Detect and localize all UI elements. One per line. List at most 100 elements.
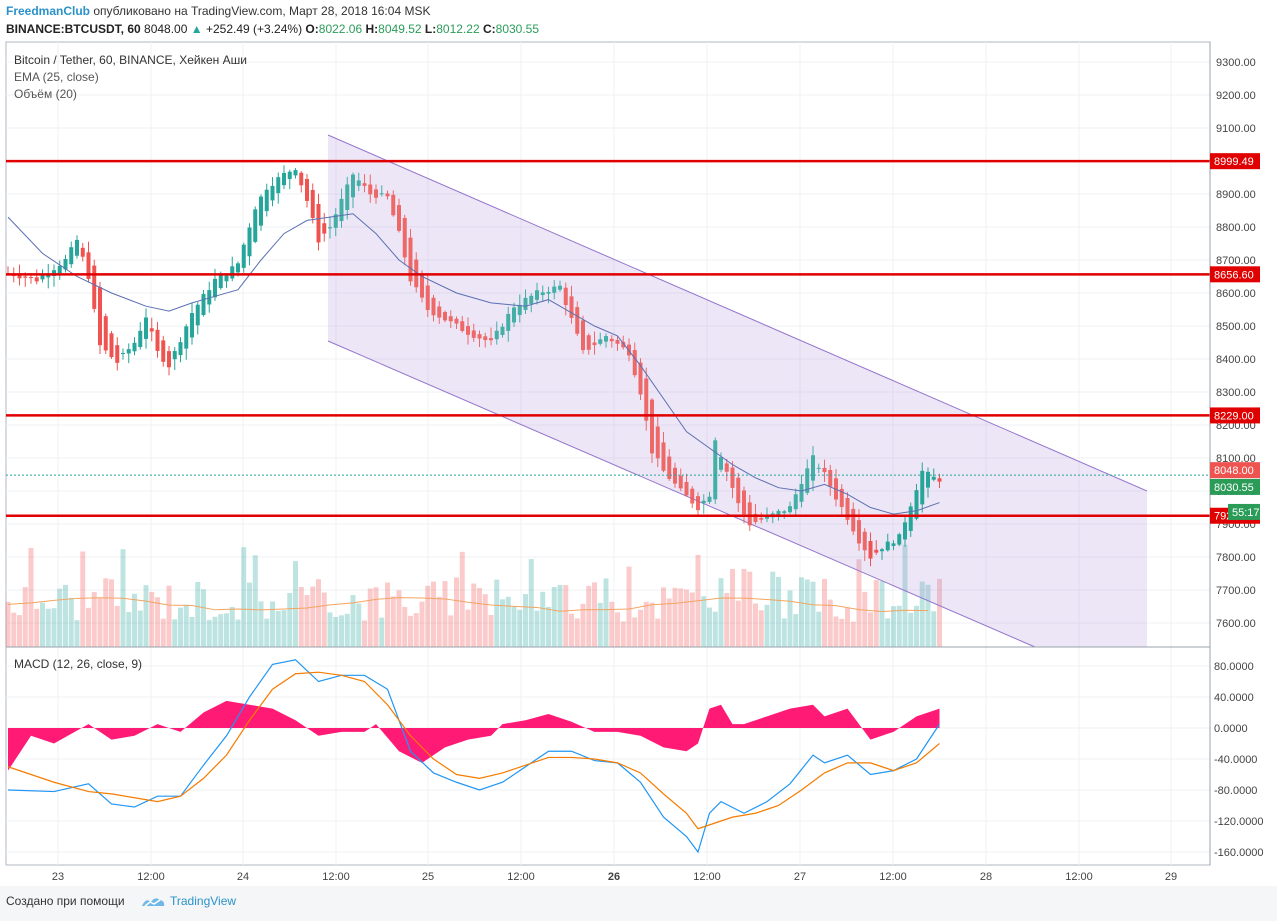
candle — [316, 193, 321, 251]
macd-axis[interactable]: 80.0000 40.0000 0.0000 -40.0000 -80.0000 -120… — [1214, 661, 1264, 859]
volume-bar — [477, 588, 482, 647]
volume-bar — [408, 615, 413, 647]
time-tick-label: 26 — [608, 871, 620, 883]
candle — [494, 321, 499, 345]
candle — [138, 322, 143, 350]
candle — [466, 317, 470, 345]
candle — [615, 336, 620, 351]
candle — [420, 270, 424, 303]
candle — [374, 184, 378, 204]
volume-bar — [68, 597, 74, 647]
candle — [644, 367, 649, 431]
publish-header: FreedmanClub опубликовано на TradingView… — [6, 4, 430, 18]
candle — [793, 488, 798, 516]
price-axis[interactable]: 9300.009200.009100.009000.008900.008800.… — [1216, 57, 1256, 630]
candle — [92, 259, 97, 313]
volume-bar — [229, 606, 235, 647]
volume-bar — [724, 593, 730, 647]
volume-bar — [914, 605, 919, 647]
last-price: 8048.00 — [144, 22, 188, 36]
candle-body — [701, 500, 706, 504]
candle-body — [98, 287, 102, 346]
volume-bar — [592, 582, 597, 647]
tradingview-logo-icon[interactable] — [140, 893, 166, 911]
volume-bar — [28, 547, 34, 647]
candle-body — [615, 340, 620, 344]
candle-body — [362, 183, 367, 186]
candle — [862, 528, 867, 561]
candle — [609, 335, 614, 348]
volume-bar — [63, 584, 68, 647]
level-tag — [1210, 153, 1260, 170]
candle — [529, 293, 534, 313]
price-tick-label: 9100.00 — [1216, 123, 1256, 135]
price-tick-label: 8700.00 — [1216, 255, 1256, 267]
candle-body — [448, 316, 453, 322]
candle-body — [425, 285, 430, 310]
candle — [713, 437, 718, 504]
candle — [517, 294, 522, 323]
candle-body — [466, 326, 470, 335]
candle-body — [874, 549, 879, 553]
candle — [132, 337, 137, 356]
candle-body — [512, 307, 516, 323]
volume-bar — [86, 607, 91, 647]
candle-body — [914, 490, 919, 519]
candle-body — [431, 297, 436, 316]
support-resistance-levels — [6, 159, 1210, 517]
volume-bar — [17, 615, 22, 647]
chart-canvas[interactable]: 9300.009200.009100.009000.008900.008800.… — [0, 0, 1277, 886]
volume-bar — [103, 578, 109, 647]
volume-bar — [781, 618, 787, 647]
volume-bar — [218, 614, 224, 647]
candle — [782, 509, 787, 519]
volume-bar — [390, 596, 396, 647]
volume-bar — [620, 621, 626, 647]
candle — [931, 468, 936, 482]
volume-bar — [517, 609, 523, 647]
candle — [707, 491, 712, 505]
macd-legend[interactable]: MACD (12, 26, close, 9) — [14, 657, 142, 671]
candle-body — [747, 502, 752, 526]
legend-volume[interactable]: Объём (20) — [14, 87, 77, 101]
candle-body — [333, 214, 338, 228]
volume-bar — [51, 608, 57, 647]
volume-bar — [735, 600, 741, 647]
volume-bar — [436, 596, 442, 647]
candle-body — [529, 295, 534, 304]
legend-title[interactable]: Bitcoin / Tether, 60, BINANCE, Хейкен Аш… — [14, 53, 247, 67]
volume-bar — [373, 587, 379, 647]
author-name[interactable]: FreedmanClub — [6, 4, 91, 18]
volume-bar — [155, 597, 160, 647]
volume-bar — [80, 551, 86, 647]
candle-body — [264, 189, 269, 212]
volume-bar — [425, 585, 431, 647]
volume-bar — [298, 586, 304, 647]
candle-body — [868, 541, 873, 559]
candle — [489, 327, 493, 346]
candle-body — [494, 330, 499, 340]
candle-body — [138, 330, 143, 348]
candle — [115, 337, 120, 371]
level-tag-label: 8999.49 — [1214, 156, 1254, 168]
candle-body — [506, 313, 511, 331]
volume-bar — [701, 596, 707, 647]
candle — [241, 242, 246, 273]
volume-bar — [833, 616, 839, 647]
level-tag-label: 8229.00 — [1214, 410, 1254, 422]
legend-ema[interactable]: EMA (25, close) — [14, 70, 99, 84]
candle — [345, 176, 350, 220]
time-axis[interactable]: 23 12:00 24 12:00 25 12:00 26 12:00 27 12:00 28 12:… — [52, 871, 1177, 883]
candle-body — [29, 277, 33, 279]
volume-bar — [770, 571, 776, 647]
candle-body — [253, 209, 258, 242]
candle — [305, 173, 309, 208]
high-label: H: — [365, 22, 379, 36]
macd-tick-label: 0.0000 — [1214, 723, 1248, 735]
candle — [299, 171, 304, 193]
candle-body — [132, 342, 137, 352]
tradingview-link[interactable]: TradingView — [170, 894, 237, 908]
candle — [581, 315, 585, 354]
volume-bar — [413, 613, 419, 647]
candle-body — [788, 506, 792, 513]
